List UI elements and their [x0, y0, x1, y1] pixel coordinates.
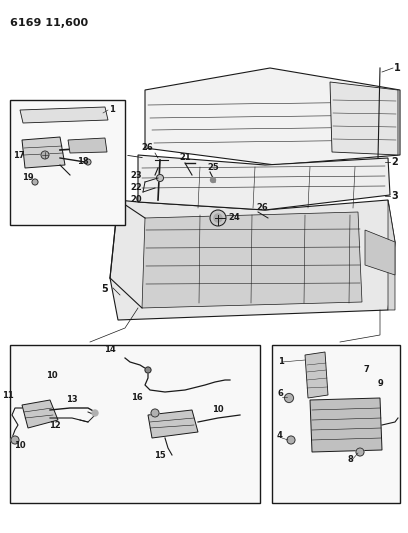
Text: 8: 8: [348, 456, 354, 464]
Text: 21: 21: [179, 153, 191, 162]
Text: 10: 10: [212, 405, 224, 414]
Polygon shape: [142, 212, 362, 308]
Polygon shape: [145, 68, 400, 165]
Circle shape: [210, 210, 226, 226]
Polygon shape: [20, 107, 108, 123]
Text: 15: 15: [154, 451, 166, 460]
Polygon shape: [148, 410, 198, 438]
Text: 24: 24: [228, 213, 240, 222]
Text: 25: 25: [207, 163, 219, 172]
Circle shape: [151, 409, 159, 417]
Circle shape: [211, 177, 215, 182]
Circle shape: [85, 159, 91, 165]
Text: 17: 17: [13, 150, 24, 159]
Polygon shape: [22, 137, 65, 168]
Polygon shape: [388, 200, 395, 310]
Text: 16: 16: [131, 393, 143, 402]
Text: 2: 2: [391, 157, 398, 167]
Text: 1: 1: [109, 104, 115, 114]
Circle shape: [32, 179, 38, 185]
Text: 9: 9: [378, 378, 384, 387]
Text: 1: 1: [394, 63, 401, 73]
Text: 5: 5: [101, 284, 108, 294]
Circle shape: [157, 174, 164, 182]
Circle shape: [145, 367, 151, 373]
Circle shape: [214, 214, 222, 222]
Text: 26: 26: [141, 143, 153, 152]
Text: 12: 12: [49, 421, 61, 430]
Text: 1: 1: [278, 358, 284, 367]
Polygon shape: [365, 230, 395, 275]
Text: 19: 19: [22, 174, 33, 182]
Polygon shape: [138, 155, 390, 210]
Circle shape: [284, 393, 293, 402]
Circle shape: [11, 436, 19, 444]
Text: 20: 20: [130, 195, 142, 204]
Text: 22: 22: [130, 183, 142, 192]
Text: 6: 6: [277, 389, 283, 398]
Text: 11: 11: [2, 391, 14, 400]
Text: 4: 4: [277, 431, 283, 440]
Text: 3: 3: [391, 191, 398, 201]
Bar: [272, 345, 400, 503]
Text: 13: 13: [66, 395, 78, 404]
Circle shape: [92, 410, 98, 416]
Text: 10: 10: [46, 371, 58, 380]
Bar: [10, 100, 125, 225]
Bar: [10, 345, 260, 503]
Text: 23: 23: [130, 171, 142, 180]
Circle shape: [287, 436, 295, 444]
Polygon shape: [22, 400, 58, 428]
Circle shape: [356, 448, 364, 456]
Circle shape: [41, 151, 49, 159]
Text: 10: 10: [14, 441, 26, 450]
Text: 26: 26: [256, 203, 268, 212]
Polygon shape: [330, 82, 398, 155]
Text: 7: 7: [363, 366, 369, 375]
Text: 6169 11,600: 6169 11,600: [10, 18, 88, 28]
Polygon shape: [68, 138, 107, 153]
Text: 18: 18: [77, 157, 89, 166]
Polygon shape: [110, 200, 395, 320]
Text: 14: 14: [104, 345, 116, 354]
Polygon shape: [310, 398, 382, 452]
Polygon shape: [305, 352, 328, 398]
